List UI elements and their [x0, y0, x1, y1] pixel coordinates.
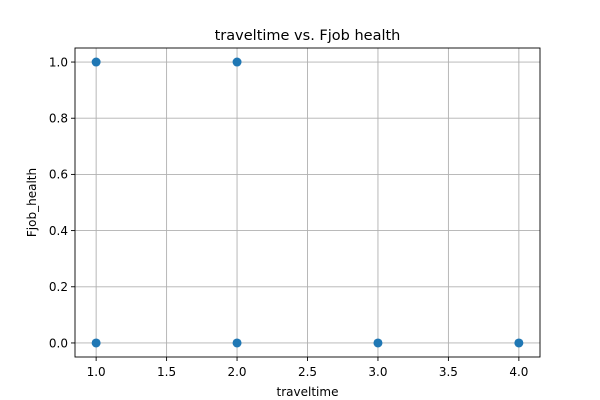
y-tick-label: 0.4 [49, 224, 68, 238]
x-tick-label: 3.5 [439, 365, 458, 379]
data-point [91, 338, 101, 348]
data-point [373, 338, 383, 348]
y-tick-label: 0.8 [49, 112, 68, 126]
y-axis-ticks: 0.0 0.2 0.4 0.6 0.8 1.0 [49, 55, 75, 350]
x-tick-label: 2.5 [298, 365, 317, 379]
grid-lines [75, 48, 540, 357]
x-tick-label: 1.5 [157, 365, 176, 379]
data-points [91, 57, 524, 348]
data-point [91, 57, 101, 67]
y-tick-label: 0.2 [49, 280, 68, 294]
y-axis-label: Fjob_health [25, 168, 39, 237]
x-tick-label: 3.0 [368, 365, 387, 379]
y-tick-label: 1.0 [49, 55, 68, 69]
x-tick-label: 1.0 [87, 365, 106, 379]
x-axis-ticks: 1.0 1.5 2.0 2.5 3.0 3.5 4.0 [87, 357, 528, 379]
x-axis-label: traveltime [277, 385, 339, 399]
data-point [232, 338, 242, 348]
x-tick-label: 4.0 [509, 365, 528, 379]
x-tick-label: 2.0 [227, 365, 246, 379]
chart-title: traveltime vs. Fjob health [215, 28, 401, 44]
y-tick-label: 0.0 [49, 336, 68, 350]
y-tick-label: 0.6 [49, 168, 68, 182]
data-point [232, 57, 242, 67]
data-point [514, 338, 524, 348]
